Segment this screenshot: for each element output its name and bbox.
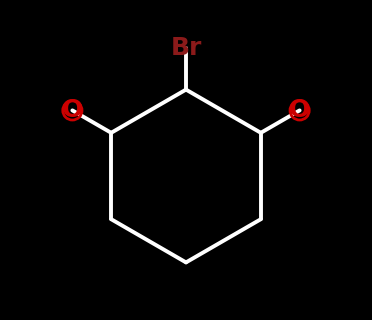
Text: O: O [289, 99, 310, 123]
Text: Br: Br [170, 36, 202, 60]
Text: O: O [62, 99, 83, 123]
